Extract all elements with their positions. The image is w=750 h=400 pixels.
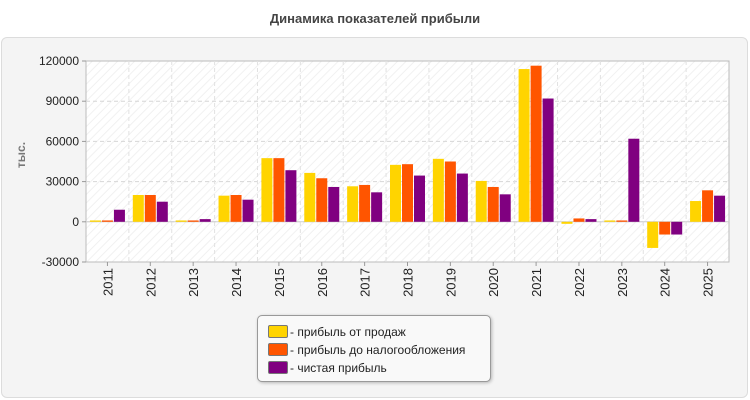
- y-tick-label: 120000: [39, 54, 79, 68]
- x-tick-label: 2021: [529, 268, 544, 297]
- y-tick-label: 30000: [46, 175, 80, 189]
- bar-2013-series-2: [187, 220, 199, 222]
- legend-label-net-profit: - чистая прибыль: [290, 361, 387, 375]
- x-tick-label: 2011: [100, 268, 115, 296]
- bar-2014-series-2: [230, 195, 242, 222]
- bar-2017-series-3: [371, 192, 383, 222]
- y-tick-label: 0: [72, 215, 79, 229]
- bar-2024-series-3: [671, 221, 683, 235]
- bar-2018-series-2: [402, 164, 413, 222]
- bar-2012-series-1: [132, 195, 144, 222]
- bar-2016-series-3: [328, 186, 340, 222]
- x-tick-label: 2024: [658, 268, 673, 297]
- bar-2015-series-1: [261, 158, 273, 222]
- legend-swatch-net-profit: [268, 361, 288, 374]
- x-tick-label: 2023: [615, 268, 630, 297]
- bar-2018-series-1: [390, 164, 401, 222]
- legend-label-pretax-profit: - прибыль до налогообложения: [290, 343, 466, 357]
- x-tick-label: 2015: [272, 268, 287, 297]
- bar-2020-series-1: [475, 180, 487, 222]
- x-tick-label: 2016: [315, 268, 330, 297]
- bar-2016-series-1: [304, 172, 316, 222]
- x-tick-label: 2014: [229, 268, 244, 297]
- bar-2019-series-2: [444, 161, 456, 222]
- y-tick-label: 90000: [46, 94, 80, 108]
- bar-2025-series-3: [714, 195, 726, 222]
- bar-2013-series-3: [199, 219, 211, 222]
- bar-2021-series-1: [518, 69, 530, 222]
- bar-2013-series-1: [175, 220, 187, 222]
- bar-2021-series-2: [530, 65, 542, 222]
- bar-2022-series-1: [561, 221, 573, 224]
- x-tick-label: 2022: [572, 268, 587, 297]
- legend-swatch-sales-profit: [268, 325, 288, 338]
- bar-2011-series-2: [101, 220, 113, 222]
- legend-swatch-pretax-profit: [268, 343, 288, 356]
- bar-2011-series-1: [89, 220, 101, 222]
- legend: - прибыль от продаж - прибыль до налогоо…: [257, 315, 491, 382]
- bar-2023-series-1: [604, 220, 616, 222]
- bar-2023-series-2: [616, 220, 628, 222]
- bar-2014-series-3: [242, 199, 254, 222]
- bar-2018-series-3: [414, 175, 425, 222]
- y-tick-label: -30000: [42, 255, 80, 269]
- bar-2022-series-2: [573, 218, 585, 222]
- bar-2025-series-1: [690, 201, 702, 222]
- legend-label-sales-profit: - прибыль от продаж: [290, 325, 406, 339]
- x-tick-label: 2017: [358, 268, 373, 297]
- x-tick-label: 2012: [143, 268, 158, 297]
- plot-area: [85, 60, 730, 263]
- x-tick-label: 2025: [701, 268, 716, 297]
- bar-2024-series-2: [659, 221, 671, 235]
- bar-2015-series-2: [273, 158, 285, 222]
- legend-item-sales-profit: - прибыль от продаж: [268, 325, 406, 339]
- bar-2021-series-3: [542, 98, 554, 222]
- bar-2023-series-3: [628, 138, 640, 222]
- x-tick-label: 2018: [401, 268, 416, 297]
- bar-2017-series-2: [359, 184, 371, 222]
- bar-2017-series-1: [347, 186, 359, 222]
- bar-2015-series-3: [285, 170, 297, 222]
- legend-item-net-profit: - чистая прибыль: [268, 361, 387, 375]
- bar-2020-series-2: [487, 186, 499, 222]
- bar-2019-series-1: [432, 158, 444, 222]
- x-tick-label: 2013: [186, 268, 201, 297]
- bar-2019-series-3: [456, 173, 468, 222]
- bar-2011-series-3: [113, 209, 125, 222]
- bar-2025-series-2: [702, 190, 714, 222]
- x-tick-label: 2019: [443, 268, 458, 297]
- bar-2014-series-1: [218, 195, 230, 222]
- y-tick-label: 60000: [46, 134, 80, 148]
- bar-2022-series-3: [585, 219, 597, 222]
- bar-2012-series-2: [144, 195, 156, 222]
- bar-2024-series-1: [647, 221, 659, 248]
- x-tick-label: 2020: [486, 268, 501, 297]
- bar-2016-series-2: [316, 178, 328, 222]
- bar-2012-series-3: [156, 201, 168, 222]
- legend-item-pretax-profit: - прибыль до налогообложения: [268, 343, 465, 357]
- bar-2020-series-3: [499, 194, 511, 222]
- chart-title: Динамика показателей прибыли: [269, 11, 481, 26]
